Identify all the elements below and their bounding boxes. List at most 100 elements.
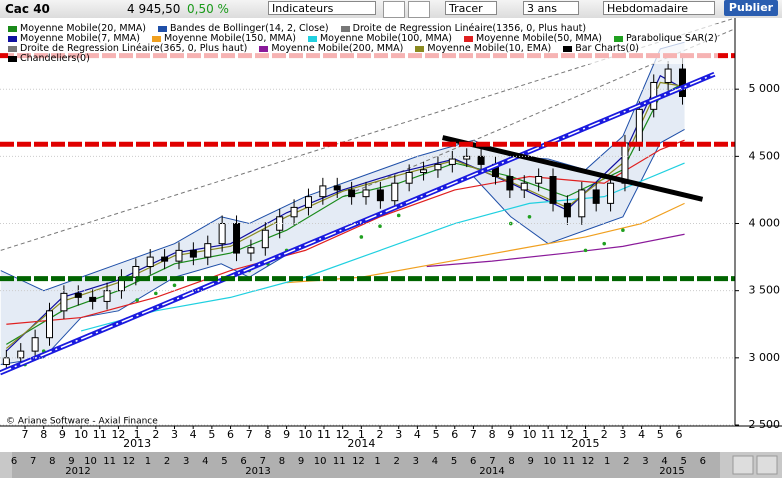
sar-dot bbox=[378, 224, 382, 229]
legend-item: Bandes de Bollinger(14, 2, Close) bbox=[157, 24, 329, 34]
nav-month: 6 bbox=[700, 456, 706, 467]
sar-dot bbox=[154, 291, 158, 296]
ma-line bbox=[5, 74, 685, 352]
candle-body bbox=[506, 176, 514, 191]
legend-label: Bar Charts(0) bbox=[575, 43, 639, 54]
legend-swatch bbox=[8, 46, 17, 52]
legend-label: Moyenne Mobile(50, MMA) bbox=[476, 33, 602, 44]
x-tick-label: 2 bbox=[152, 428, 159, 441]
legend-label: Moyenne Mobile(20, MMA) bbox=[20, 23, 146, 34]
candle-body bbox=[304, 196, 312, 208]
nav-month: 2 bbox=[164, 456, 170, 467]
nav-month: 11 bbox=[103, 456, 116, 467]
legend-label: Droite de Regression Linéaire(1356, 0, P… bbox=[352, 23, 587, 34]
nav-month: 4 bbox=[202, 456, 208, 467]
sar-dot bbox=[135, 298, 139, 302]
nav-year: 2012 bbox=[65, 466, 90, 477]
candle-body bbox=[290, 206, 298, 218]
candle-body bbox=[161, 256, 169, 262]
plot bbox=[0, 18, 735, 376]
x-tick-label: 10 bbox=[74, 428, 88, 441]
interval-select[interactable]: Hebdomadaire bbox=[603, 1, 715, 15]
legend-item: Parabolique SAR(2) bbox=[613, 33, 718, 44]
candle-body bbox=[2, 357, 10, 366]
x-tick-label: 2 bbox=[601, 428, 608, 441]
level-tool[interactable] bbox=[408, 1, 430, 18]
x-tick-label: 8 bbox=[40, 428, 47, 441]
legend-swatch bbox=[151, 36, 161, 42]
line-tool[interactable] bbox=[383, 1, 405, 18]
legend-swatch bbox=[8, 36, 17, 42]
nav-year: 2015 bbox=[659, 466, 684, 477]
publish-button[interactable]: Publier bbox=[724, 0, 778, 16]
nav-button[interactable] bbox=[756, 455, 778, 475]
legend-swatch bbox=[307, 36, 317, 42]
legend-item: Droite de Regression Linéaire(365, 0, Pl… bbox=[8, 44, 247, 54]
x-tick-label: 8 bbox=[489, 428, 496, 441]
candle-body bbox=[247, 247, 255, 254]
period-select[interactable]: 3 ans bbox=[523, 1, 579, 15]
x-tick-label: 7 bbox=[22, 428, 29, 441]
candle-body bbox=[74, 292, 82, 298]
x-tick-label: 10 bbox=[522, 428, 536, 441]
candle-body bbox=[333, 185, 341, 191]
candle-body bbox=[46, 310, 54, 339]
legend-item: Moyenne Mobile(100, MMA) bbox=[307, 33, 452, 44]
nav-month: 10 bbox=[543, 456, 556, 467]
nav-month: 7 bbox=[30, 456, 36, 467]
candle-body bbox=[89, 296, 97, 302]
legend-swatch bbox=[563, 46, 573, 52]
x-tick-label: 1 bbox=[582, 428, 589, 441]
nav-button[interactable] bbox=[732, 455, 754, 475]
nav-month: 12 bbox=[122, 456, 135, 467]
candle-body bbox=[563, 202, 571, 218]
x-tick-label: 7 bbox=[470, 428, 477, 441]
candle-body bbox=[362, 189, 370, 198]
candle-body bbox=[578, 189, 586, 218]
x-tick-label: 12 bbox=[336, 428, 350, 441]
nav-year: 2014 bbox=[479, 466, 504, 477]
x-tick-label: 5 bbox=[433, 428, 440, 441]
legend-label: Parabolique SAR(2) bbox=[625, 33, 718, 44]
legend-label: Moyenne Mobile(200, MMA) bbox=[271, 43, 404, 54]
legend-swatch bbox=[415, 46, 425, 52]
legend-label: Moyenne Mobile(100, MMA) bbox=[319, 33, 452, 44]
nav-month: 2 bbox=[394, 456, 400, 467]
copyright: © Ariane Software - Axial Finance bbox=[6, 417, 158, 427]
nav-month: 8 bbox=[279, 456, 285, 467]
candle-body bbox=[17, 350, 25, 359]
candle-body bbox=[376, 189, 384, 202]
x-tick-label: 4 bbox=[638, 428, 645, 441]
legend-swatch bbox=[8, 26, 17, 32]
nav-month: 9 bbox=[298, 456, 304, 467]
y-tick-label: 4 500 bbox=[749, 149, 781, 162]
nav-month: 5 bbox=[451, 456, 457, 467]
candle-body bbox=[607, 182, 615, 204]
nav-month: 4 bbox=[661, 456, 667, 467]
trend-line bbox=[442, 135, 704, 202]
candle-body bbox=[146, 256, 154, 267]
legend: Moyenne Mobile(20, MMA) Bandes de Bolling… bbox=[8, 24, 718, 64]
candle-body bbox=[434, 163, 442, 171]
nav-month: 5 bbox=[221, 456, 227, 467]
candle-body bbox=[60, 292, 68, 312]
legend-label: Chandeliers(0) bbox=[20, 53, 90, 64]
navigator-window[interactable] bbox=[12, 452, 720, 478]
x-tick-label: 11 bbox=[93, 428, 107, 441]
legend-item: Moyenne Mobile(150, MMA) bbox=[151, 34, 296, 44]
candle-body bbox=[218, 223, 226, 245]
indicators-select[interactable]: Indicateurs bbox=[268, 1, 376, 15]
y-tick-label: 5 000 bbox=[749, 82, 781, 95]
x-tick-label: 3 bbox=[171, 428, 178, 441]
ma-line bbox=[426, 233, 685, 268]
nav-month: 9 bbox=[527, 456, 533, 467]
nav-month: 10 bbox=[314, 456, 327, 467]
draw-select[interactable]: Tracer bbox=[445, 1, 497, 15]
nav-year: 2013 bbox=[245, 466, 270, 477]
ma-line bbox=[6, 81, 685, 345]
candle-body bbox=[592, 189, 600, 204]
x-tick-label: 1 bbox=[358, 428, 365, 441]
nav-month: 8 bbox=[508, 456, 514, 467]
